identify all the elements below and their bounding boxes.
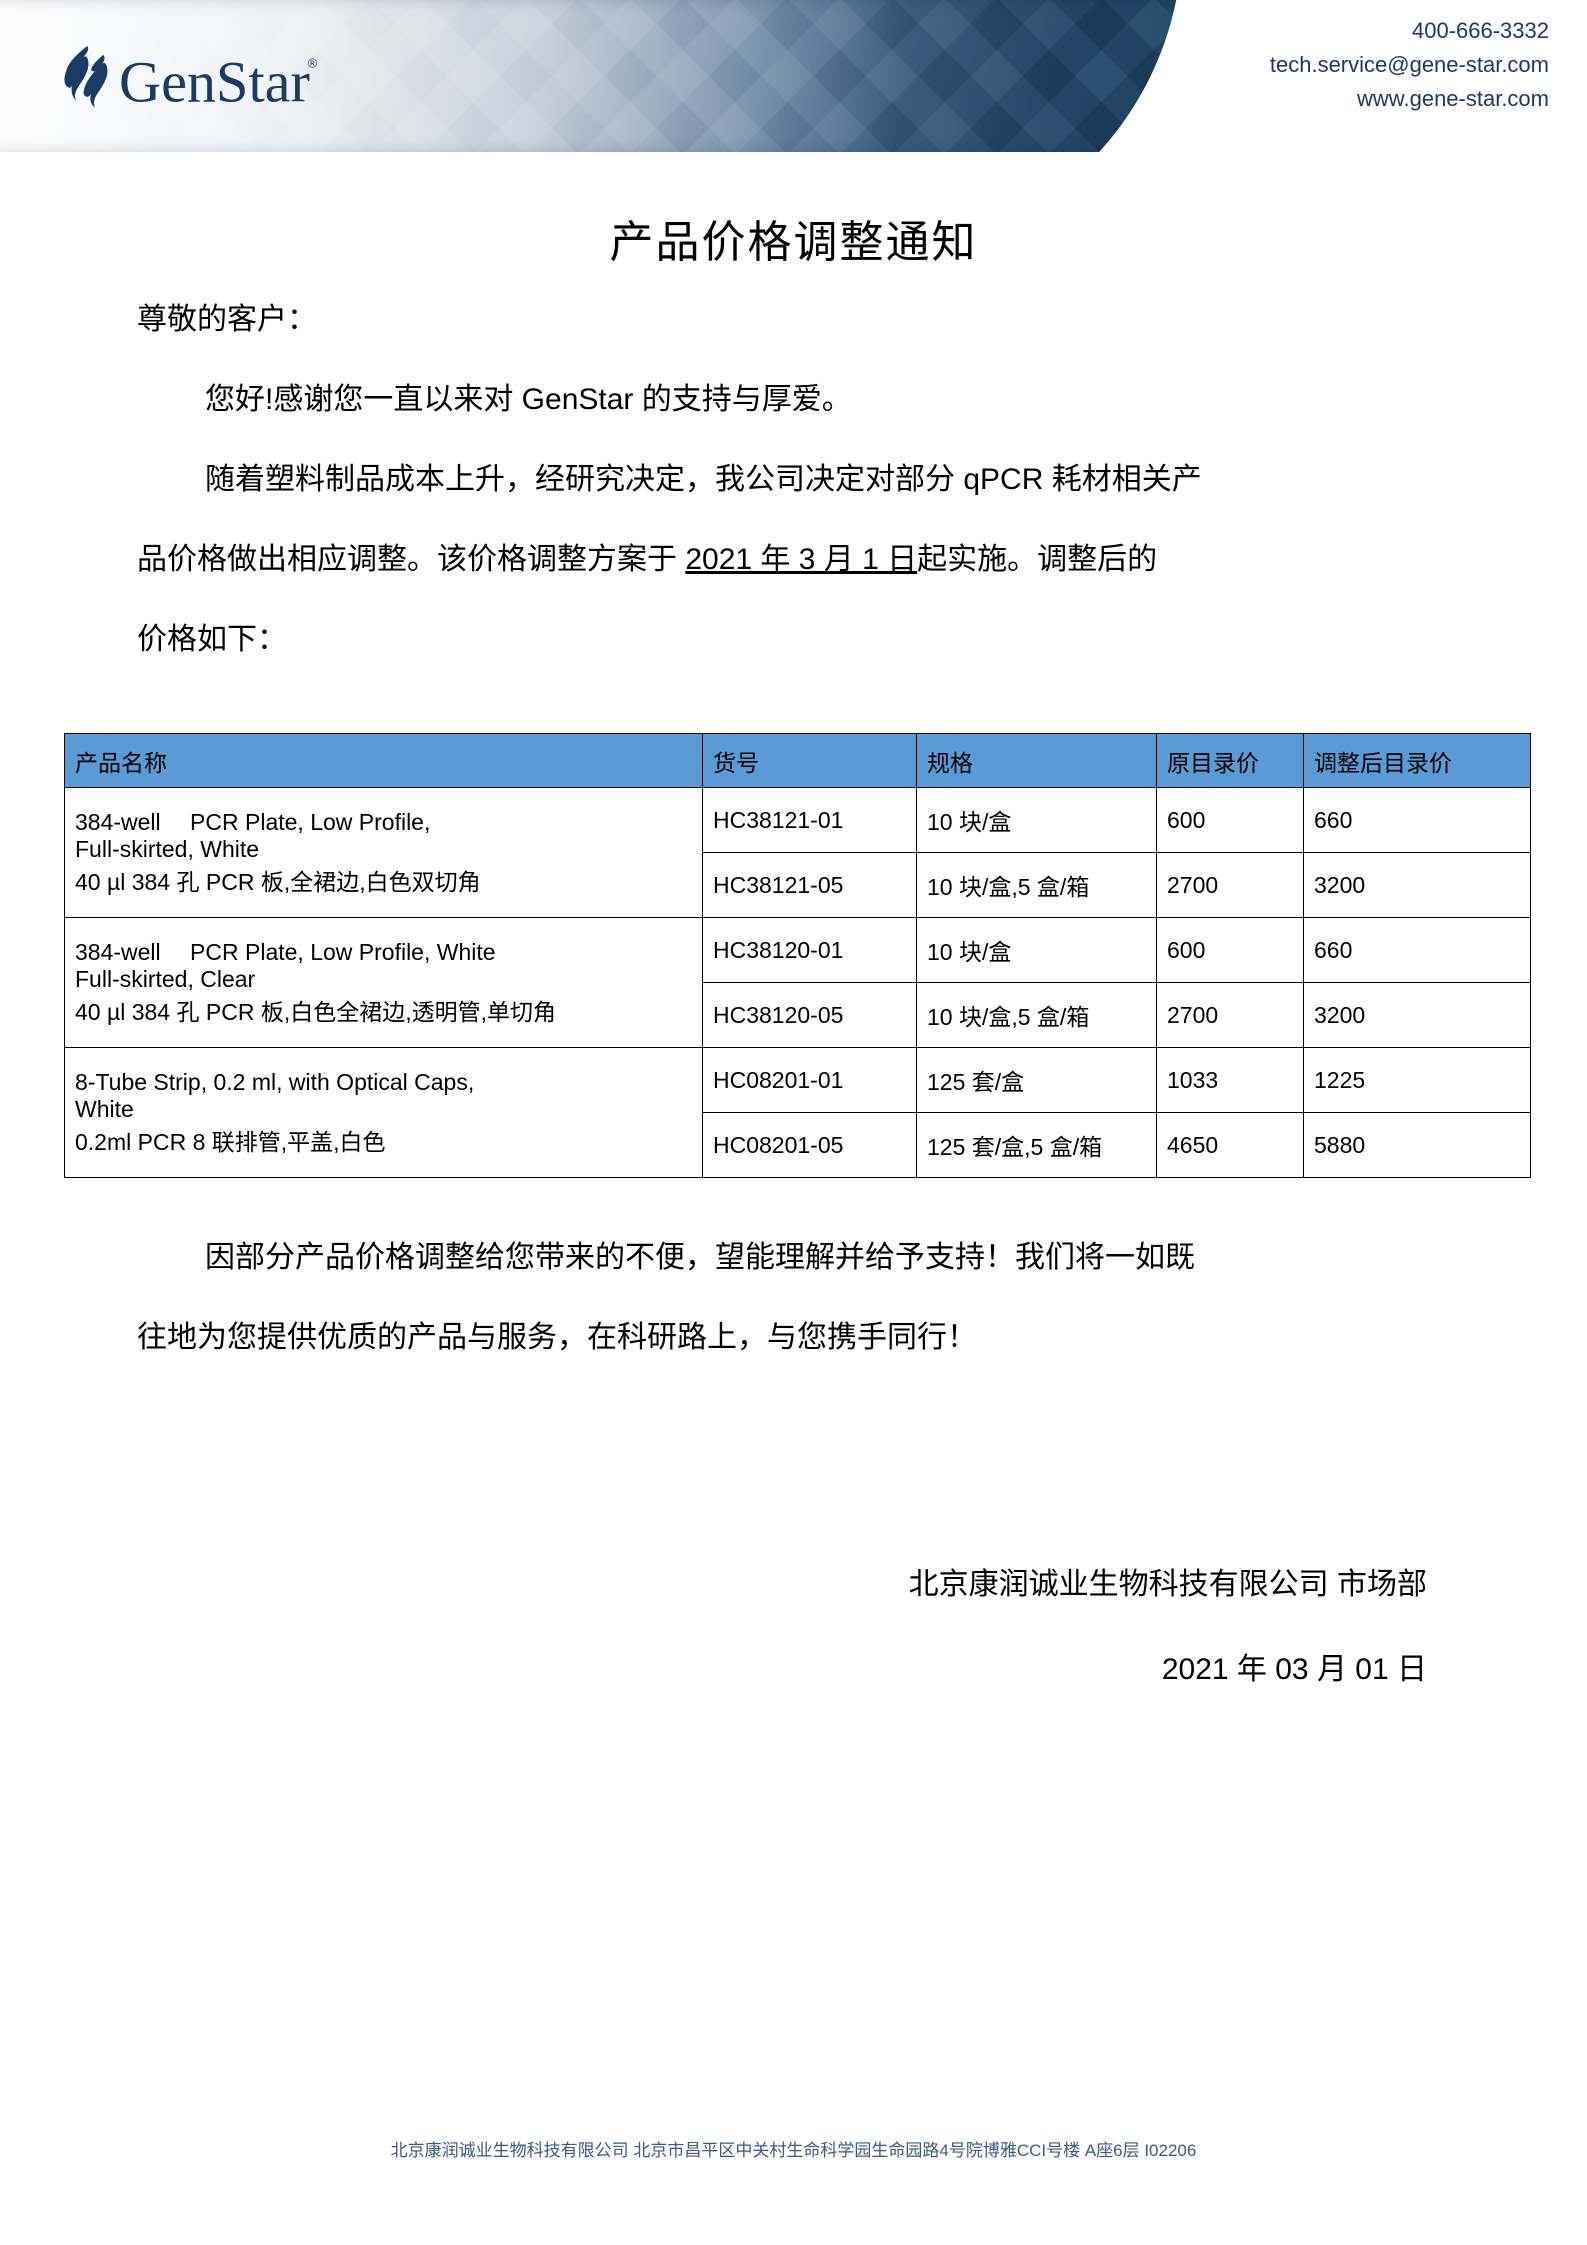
svg-text:GenStar: GenStar bbox=[119, 50, 310, 115]
svg-text:®: ® bbox=[308, 57, 318, 71]
